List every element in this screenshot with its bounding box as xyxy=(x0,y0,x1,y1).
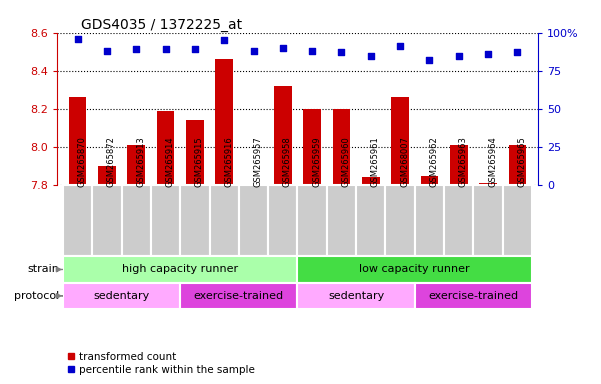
Text: sedentary: sedentary xyxy=(328,291,384,301)
Bar xyxy=(421,175,438,384)
Bar xyxy=(180,283,297,309)
Bar xyxy=(362,177,380,384)
Text: GSM265965: GSM265965 xyxy=(517,136,526,187)
Text: GSM268007: GSM268007 xyxy=(400,136,409,187)
Point xyxy=(102,48,112,54)
Text: GSM265872: GSM265872 xyxy=(107,136,116,187)
Bar xyxy=(239,185,268,256)
Point xyxy=(278,45,288,51)
Text: GSM265957: GSM265957 xyxy=(254,136,263,187)
Text: strain: strain xyxy=(28,265,59,275)
Bar xyxy=(297,185,327,256)
Bar xyxy=(63,185,93,256)
Text: exercise-trained: exercise-trained xyxy=(194,291,284,301)
Point xyxy=(454,53,463,59)
Bar xyxy=(186,120,204,384)
Bar xyxy=(450,145,468,384)
Bar xyxy=(415,283,532,309)
Point xyxy=(132,46,141,53)
Text: GSM265962: GSM265962 xyxy=(430,136,438,187)
Point xyxy=(73,36,82,42)
Text: GSM265963: GSM265963 xyxy=(459,136,468,187)
Text: exercise-trained: exercise-trained xyxy=(429,291,519,301)
Bar xyxy=(215,59,233,384)
Point xyxy=(425,57,435,63)
Bar xyxy=(415,185,444,256)
Point xyxy=(483,51,493,57)
Bar xyxy=(327,185,356,256)
Point xyxy=(219,37,229,43)
Bar xyxy=(444,185,474,256)
Point xyxy=(366,53,376,59)
Text: GSM265916: GSM265916 xyxy=(224,136,233,187)
Text: GSM265961: GSM265961 xyxy=(371,136,380,187)
Bar xyxy=(63,256,297,283)
Bar xyxy=(356,185,385,256)
Point xyxy=(190,46,200,53)
Text: GSM265914: GSM265914 xyxy=(165,137,174,187)
Point xyxy=(513,50,522,56)
Bar xyxy=(333,109,350,384)
Bar xyxy=(474,185,502,256)
Point xyxy=(337,50,346,56)
Text: sedentary: sedentary xyxy=(94,291,150,301)
Point xyxy=(249,48,258,54)
Bar xyxy=(508,145,526,384)
Bar xyxy=(479,183,497,384)
Bar xyxy=(69,98,87,384)
Bar xyxy=(297,283,415,309)
Bar xyxy=(151,185,180,256)
Text: protocol: protocol xyxy=(14,291,59,301)
Bar xyxy=(297,256,532,283)
Bar xyxy=(304,109,321,384)
Text: high capacity runner: high capacity runner xyxy=(122,265,238,275)
Text: GSM265913: GSM265913 xyxy=(136,136,145,187)
Bar xyxy=(502,185,532,256)
Bar xyxy=(93,185,121,256)
Text: GSM265959: GSM265959 xyxy=(312,137,321,187)
Bar xyxy=(121,185,151,256)
Text: GSM265870: GSM265870 xyxy=(78,136,87,187)
Bar xyxy=(385,185,415,256)
Text: GSM265915: GSM265915 xyxy=(195,137,204,187)
Text: GSM265964: GSM265964 xyxy=(488,136,497,187)
Bar xyxy=(245,193,262,384)
Bar xyxy=(63,283,180,309)
Text: GSM265958: GSM265958 xyxy=(283,136,292,187)
Bar xyxy=(210,185,239,256)
Bar xyxy=(268,185,297,256)
Bar xyxy=(98,166,116,384)
Bar xyxy=(157,111,174,384)
Legend: transformed count, percentile rank within the sample: transformed count, percentile rank withi… xyxy=(63,348,259,379)
Bar xyxy=(391,98,409,384)
Text: GSM265960: GSM265960 xyxy=(341,136,350,187)
Text: GDS4035 / 1372225_at: GDS4035 / 1372225_at xyxy=(81,18,242,31)
Bar xyxy=(274,86,291,384)
Text: low capacity runner: low capacity runner xyxy=(359,265,470,275)
Bar xyxy=(127,145,145,384)
Point xyxy=(307,48,317,54)
Point xyxy=(160,46,170,53)
Point xyxy=(395,43,405,50)
Bar xyxy=(180,185,210,256)
